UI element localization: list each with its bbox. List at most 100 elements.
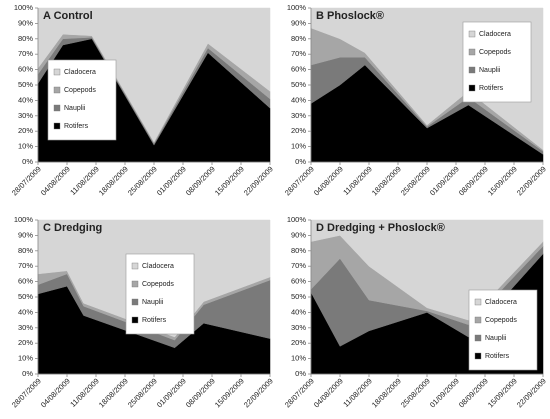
x-tick-label: 15/09/2009 xyxy=(213,376,246,409)
legend-label: Nauplii xyxy=(64,105,86,112)
x-tick-label: 18/08/2009 xyxy=(97,164,130,197)
y-tick-label: 30% xyxy=(18,323,33,332)
legend-label: Copepods xyxy=(142,281,174,288)
legend-label: Copepods xyxy=(479,49,511,56)
legend: Rotifers Nauplii Copepods Cladocera xyxy=(468,289,538,371)
legend-label: Cladocera xyxy=(64,69,96,76)
y-tick-label: 40% xyxy=(291,95,306,104)
legend-swatch xyxy=(468,30,476,38)
y-tick-label: 60% xyxy=(291,65,306,74)
x-tick-label: 18/08/2009 xyxy=(370,376,403,409)
x-tick-label: 25/08/2009 xyxy=(399,376,432,409)
y-tick-label: 60% xyxy=(291,277,306,286)
y-tick-label: 10% xyxy=(18,354,33,363)
panel-title: B Phoslock® xyxy=(316,10,384,22)
y-tick-label: 60% xyxy=(18,65,33,74)
legend-swatch xyxy=(474,316,482,324)
x-tick-label: 04/08/2009 xyxy=(312,164,345,197)
legend-swatch xyxy=(131,298,139,306)
panel-title: D Dredging + Phoslock® xyxy=(316,222,445,234)
x-tick-label: 28/07/2009 xyxy=(10,376,43,409)
legend-swatch xyxy=(53,122,61,130)
area-layer xyxy=(37,7,271,143)
y-tick-label: 80% xyxy=(291,246,306,255)
y-tick-label: 90% xyxy=(18,230,33,239)
x-tick-label: 22/09/2009 xyxy=(242,164,275,197)
panel-title: C Dredging xyxy=(43,222,102,234)
x-tick-label: 04/08/2009 xyxy=(39,376,72,409)
x-tick-label: 15/09/2009 xyxy=(486,376,519,409)
y-tick-label: 90% xyxy=(291,230,306,239)
legend-label: Rotifers xyxy=(479,85,504,92)
y-tick-label: 20% xyxy=(18,338,33,347)
legend-swatch xyxy=(53,104,61,112)
y-tick-label: 20% xyxy=(291,126,306,135)
legend-label: Nauplii xyxy=(479,67,501,74)
x-tick-label: 15/09/2009 xyxy=(213,164,246,197)
legend-swatch xyxy=(468,48,476,56)
x-tick-label: 28/07/2009 xyxy=(283,376,316,409)
x-tick-label: 22/09/2009 xyxy=(515,164,548,197)
x-tick-label: 15/09/2009 xyxy=(486,164,519,197)
legend-label: Copepods xyxy=(485,317,517,324)
x-tick-label: 28/07/2009 xyxy=(283,164,316,197)
y-tick-label: 50% xyxy=(291,80,306,89)
x-tick-label: 08/09/2009 xyxy=(457,376,490,409)
x-tick-label: 22/09/2009 xyxy=(515,376,548,409)
x-tick-label: 25/08/2009 xyxy=(126,164,159,197)
legend-label: Nauplii xyxy=(142,299,164,306)
y-tick-label: 0% xyxy=(295,369,306,378)
legend: Rotifers Nauplii Copepods Cladocera xyxy=(125,253,195,335)
y-tick-label: 40% xyxy=(18,95,33,104)
legend-swatch xyxy=(474,352,482,360)
y-tick-label: 80% xyxy=(291,34,306,43)
y-tick-label: 70% xyxy=(18,49,33,58)
y-tick-label: 30% xyxy=(291,323,306,332)
y-tick-label: 30% xyxy=(291,111,306,120)
y-tick-label: 70% xyxy=(291,261,306,270)
x-tick-label: 11/08/2009 xyxy=(341,376,374,409)
x-tick-label: 11/08/2009 xyxy=(341,164,374,197)
legend-swatch xyxy=(131,262,139,270)
legend: Rotifers Nauplii Copepods Cladocera xyxy=(462,21,532,103)
legend-swatch xyxy=(474,298,482,306)
y-tick-label: 40% xyxy=(291,307,306,316)
y-tick-label: 60% xyxy=(18,277,33,286)
legend: Rotifers Nauplii Copepods Cladocera xyxy=(47,59,117,141)
y-tick-label: 0% xyxy=(295,157,306,166)
legend-swatch xyxy=(468,84,476,92)
x-tick-label: 01/09/2009 xyxy=(428,376,461,409)
legend-label: Rotifers xyxy=(64,123,89,130)
legend-label: Rotifers xyxy=(485,353,510,360)
y-tick-label: 50% xyxy=(291,292,306,301)
y-tick-label: 40% xyxy=(18,307,33,316)
legend-swatch xyxy=(53,86,61,94)
legend-swatch xyxy=(131,316,139,324)
y-tick-label: 80% xyxy=(18,246,33,255)
x-tick-label: 08/09/2009 xyxy=(184,164,217,197)
x-tick-label: 28/07/2009 xyxy=(10,164,43,197)
y-tick-label: 70% xyxy=(291,49,306,58)
y-tick-label: 10% xyxy=(18,142,33,151)
x-tick-label: 11/08/2009 xyxy=(68,376,101,409)
x-tick-label: 18/08/2009 xyxy=(97,376,130,409)
panel-title: A Control xyxy=(43,10,93,22)
legend-swatch xyxy=(53,68,61,76)
x-tick-label: 01/09/2009 xyxy=(155,164,188,197)
y-tick-label: 100% xyxy=(287,215,307,224)
legend-swatch xyxy=(474,334,482,342)
y-tick-label: 90% xyxy=(291,18,306,27)
y-tick-label: 100% xyxy=(287,3,307,12)
x-tick-label: 22/09/2009 xyxy=(242,376,275,409)
x-tick-label: 04/08/2009 xyxy=(39,164,72,197)
x-tick-label: 01/09/2009 xyxy=(428,164,461,197)
y-tick-label: 50% xyxy=(18,292,33,301)
y-tick-label: 0% xyxy=(22,369,33,378)
y-tick-label: 70% xyxy=(18,261,33,270)
legend-label: Cladocera xyxy=(142,263,174,270)
legend-swatch xyxy=(468,66,476,74)
x-tick-label: 08/09/2009 xyxy=(184,376,217,409)
y-tick-label: 10% xyxy=(291,142,306,151)
y-tick-label: 50% xyxy=(18,80,33,89)
